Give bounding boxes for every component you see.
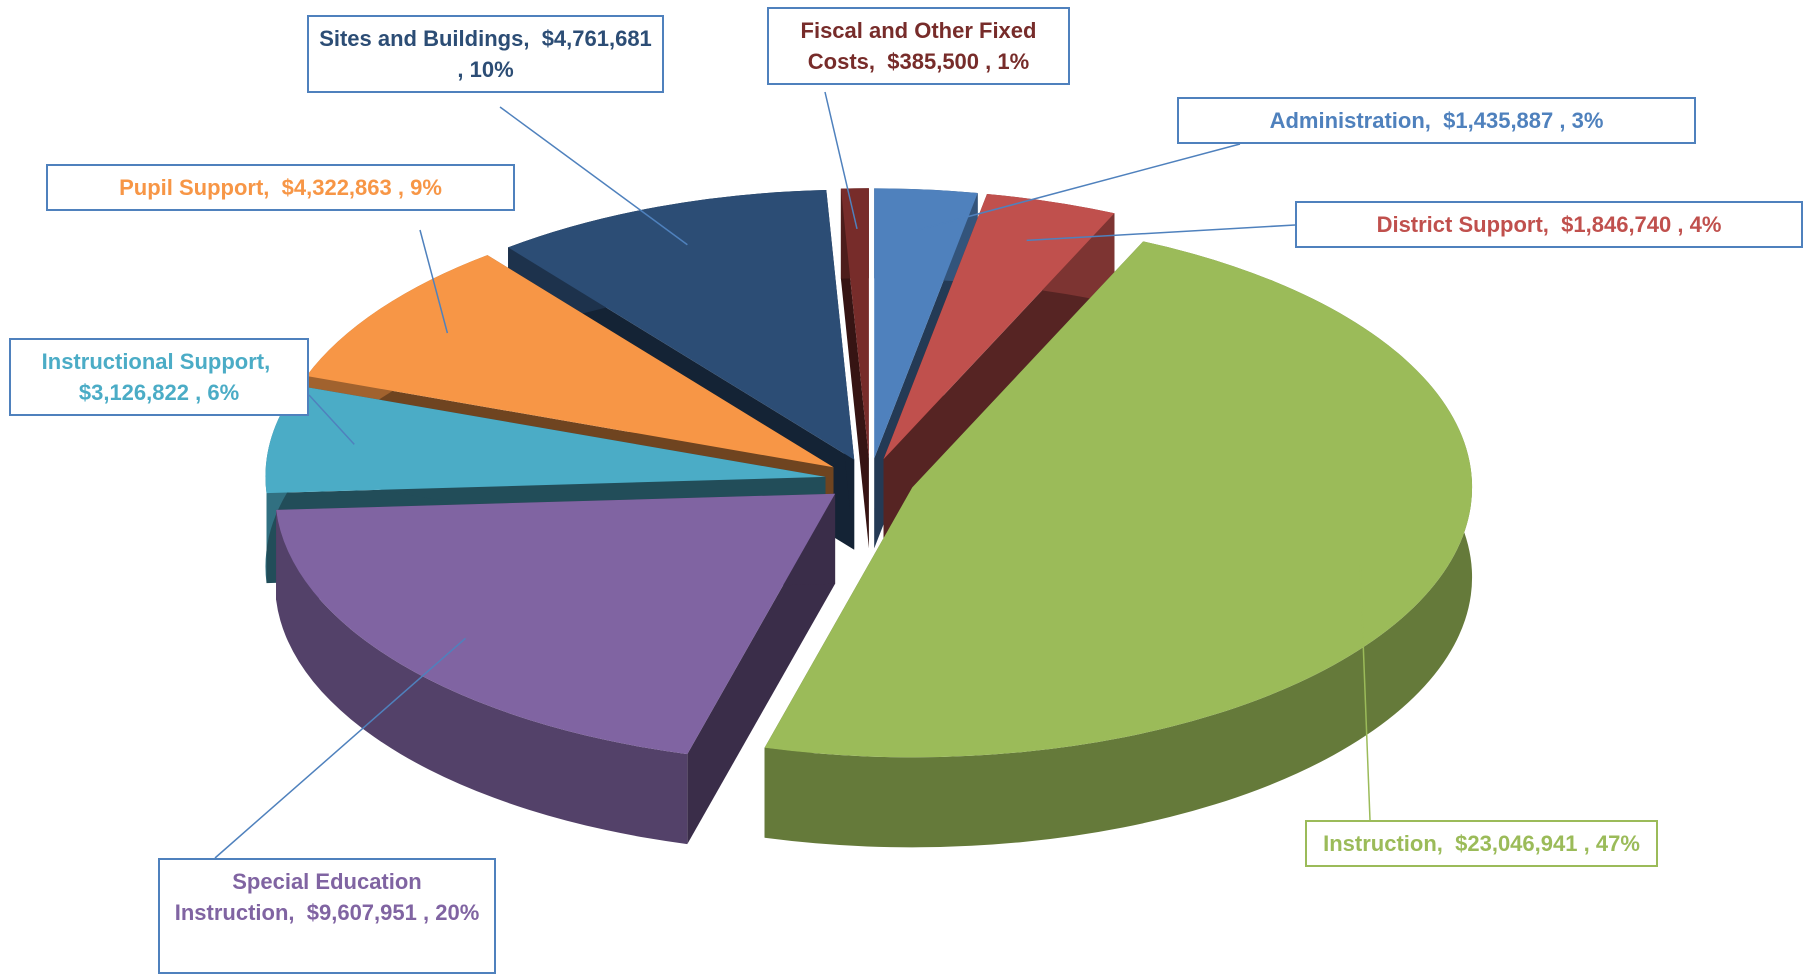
- label-separator: ,: [1559, 108, 1566, 133]
- label-percent: 3%: [1571, 108, 1604, 133]
- slice: [306, 255, 834, 468]
- label-category: Pupil Support: [119, 175, 264, 200]
- label-separator: ,: [1677, 212, 1684, 237]
- leader-line: [308, 394, 355, 445]
- label-separator: ,: [1436, 831, 1443, 856]
- label-value: $4,322,863: [281, 175, 392, 200]
- data-label: District Support, $1,846,740 , 4%: [1295, 201, 1803, 248]
- data-label: Sites and Buildings, $4,761,681 , 10%: [307, 15, 664, 93]
- slice: [265, 385, 826, 494]
- slice-side: [840, 188, 869, 549]
- label-separator: ,: [263, 175, 270, 200]
- label-separator: ,: [457, 57, 464, 82]
- label-percent: 10%: [469, 57, 514, 82]
- label-percent: 20%: [435, 900, 480, 925]
- label-separator: ,: [195, 380, 202, 405]
- label-separator: ,: [985, 49, 992, 74]
- data-label: Instruction, $23,046,941 , 47%: [1305, 820, 1658, 867]
- label-separator: ,: [397, 175, 404, 200]
- label-category: Sites and Buildings: [319, 26, 524, 51]
- label-percent: 1%: [997, 49, 1030, 74]
- leader-line: [824, 91, 858, 230]
- label-value: $9,607,951: [306, 900, 417, 925]
- slice: [508, 190, 855, 460]
- leader-line: [214, 637, 466, 859]
- label-value: $4,761,681: [541, 26, 652, 51]
- label-separator: ,: [868, 49, 876, 74]
- label-category: District Support: [1376, 212, 1543, 237]
- label-percent: 6%: [207, 380, 240, 405]
- label-separator: ,: [1542, 212, 1549, 237]
- label-category: Administration: [1269, 108, 1425, 133]
- data-label: Administration, $1,435,887 , 3%: [1177, 97, 1696, 144]
- leader-line: [1026, 224, 1296, 242]
- label-value: $1,435,887: [1443, 108, 1554, 133]
- slice: [764, 241, 1473, 758]
- label-category: Fiscal and Other Fixed Costs: [800, 18, 1037, 74]
- label-separator: ,: [264, 349, 271, 374]
- label-value: $385,500: [887, 49, 980, 74]
- label-value: $1,846,740: [1561, 212, 1672, 237]
- leader-line: [918, 143, 1241, 231]
- label-value: $3,126,822: [78, 380, 189, 405]
- leader-line: [419, 229, 449, 334]
- label-percent: 47%: [1595, 831, 1640, 856]
- label-category: Instruction: [1323, 831, 1437, 856]
- slice: [883, 194, 1115, 460]
- label-separator: ,: [1424, 108, 1431, 133]
- label-category: Special Education Instruction: [174, 869, 422, 925]
- label-separator: ,: [523, 26, 530, 51]
- leader-line: [499, 106, 688, 246]
- slice-rim: [276, 509, 688, 845]
- data-label: Special Education Instruction, $9,607,95…: [158, 858, 496, 974]
- label-separator: ,: [1583, 831, 1590, 856]
- label-percent: 4%: [1689, 212, 1722, 237]
- slice: [874, 188, 978, 459]
- data-label: Pupil Support, $4,322,863 , 9%: [46, 164, 515, 211]
- label-percent: 9%: [410, 175, 442, 200]
- label-category: Instructional Support: [41, 349, 265, 374]
- slice: [840, 188, 869, 459]
- data-label: Fiscal and Other Fixed Costs, $385,500 ,…: [767, 7, 1070, 85]
- slice: [276, 493, 836, 755]
- label-separator: ,: [422, 900, 430, 925]
- label-separator: ,: [288, 900, 295, 925]
- slice-rim: [764, 241, 1473, 848]
- data-label: Instructional Support, $3,126,822 , 6%: [9, 338, 309, 416]
- leader-line: [1359, 565, 1371, 821]
- label-value: $23,046,941: [1455, 831, 1578, 856]
